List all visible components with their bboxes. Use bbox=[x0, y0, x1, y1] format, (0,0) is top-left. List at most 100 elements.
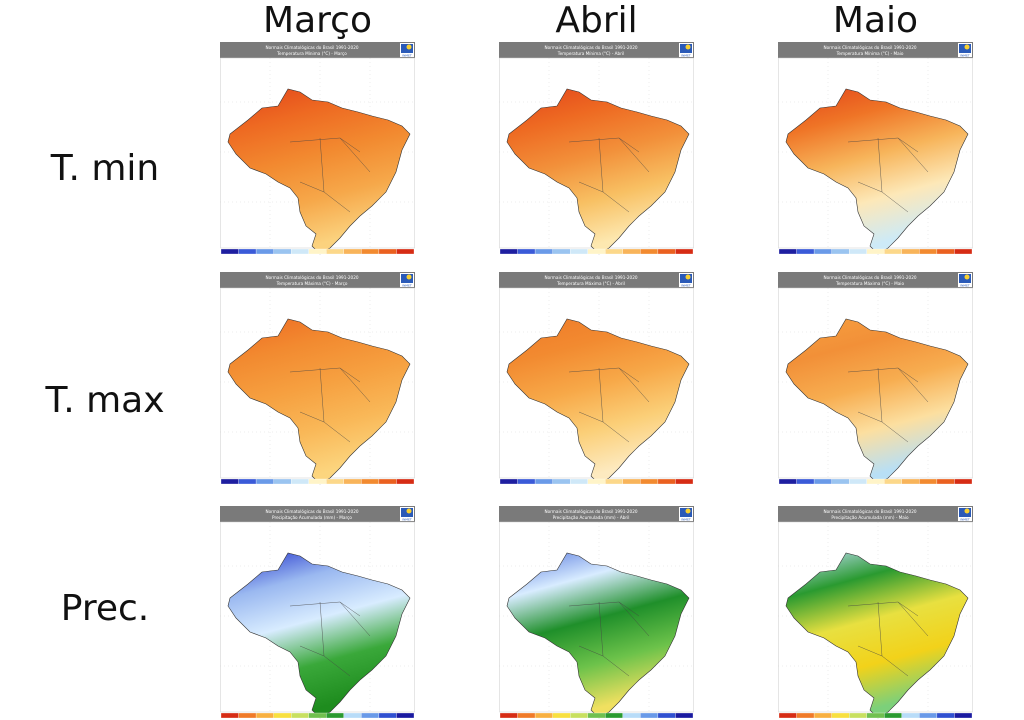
map-subtitle: Precipitação Acumulada (mm) - Abril bbox=[553, 515, 630, 520]
inmet-logo-icon: INMET bbox=[400, 507, 414, 522]
map-figure: Normais Climatológicas do Brasil 1991-20… bbox=[778, 42, 973, 255]
map-header-bar bbox=[220, 272, 415, 288]
colorbar-swatch bbox=[308, 478, 327, 485]
colorbar-legend bbox=[499, 478, 694, 485]
colorbar-swatch bbox=[901, 712, 920, 719]
logo-text: INMET bbox=[960, 54, 970, 58]
colorbar-swatch bbox=[517, 712, 536, 719]
map-subtitle: Precipitação Acumulada (mm) - Maio bbox=[831, 515, 909, 520]
map-panel-prec-maio: Normais Climatológicas do Brasil 1991-20… bbox=[778, 506, 973, 720]
colorbar-swatch bbox=[901, 248, 920, 255]
map-panel-t-max-abril: Normais Climatológicas do Brasil 1991-20… bbox=[499, 272, 694, 486]
colorbar-swatch bbox=[378, 712, 397, 719]
colorbar-swatch bbox=[499, 478, 518, 485]
map-subtitle: Precipitação Acumulada (mm) - Março bbox=[272, 515, 352, 520]
colorbar-swatch bbox=[605, 478, 623, 485]
colorbar-legend bbox=[778, 248, 973, 255]
colorbar-swatch bbox=[378, 478, 397, 485]
brazil-map bbox=[506, 88, 690, 255]
colorbar-swatch bbox=[657, 712, 676, 719]
map-figure: Normais Climatológicas do Brasil 1991-20… bbox=[220, 506, 415, 719]
colorbar-swatch bbox=[936, 478, 955, 485]
colorbar-swatch bbox=[378, 248, 397, 255]
colorbar-legend bbox=[778, 478, 973, 485]
colorbar-swatch bbox=[587, 478, 606, 485]
map-panel-prec-abril: Normais Climatológicas do Brasil 1991-20… bbox=[499, 506, 694, 720]
colorbar-swatch bbox=[552, 248, 571, 255]
colorbar-swatch bbox=[778, 478, 797, 485]
colorbar-swatch bbox=[273, 478, 292, 485]
colorbar-swatch bbox=[919, 248, 938, 255]
brazil-map bbox=[785, 88, 969, 255]
colorbar-swatch bbox=[919, 478, 938, 485]
colorbar-swatch bbox=[640, 248, 659, 255]
colorbar-swatch bbox=[238, 478, 257, 485]
colorbar-swatch bbox=[396, 248, 415, 255]
map-subtitle: Temperatura Mínima (°C) - Abril bbox=[557, 51, 625, 56]
map-header-bar bbox=[778, 506, 973, 522]
colorbar-swatch bbox=[273, 248, 292, 255]
map-header-bar bbox=[499, 272, 694, 288]
inmet-logo-icon: INMET bbox=[400, 273, 414, 288]
map-figure: Normais Climatológicas do Brasil 1991-20… bbox=[499, 42, 694, 255]
colorbar-swatch bbox=[675, 712, 694, 719]
column-title-marco: Março bbox=[263, 0, 372, 41]
colorbar-swatch bbox=[570, 712, 588, 719]
colorbar-swatch bbox=[605, 712, 623, 719]
colorbar-swatch bbox=[849, 712, 867, 719]
logo-text: INMET bbox=[960, 518, 970, 522]
colorbar-swatch bbox=[308, 712, 327, 719]
map-figure: Normais Climatológicas do Brasil 1991-20… bbox=[778, 272, 973, 485]
colorbar-swatch bbox=[499, 712, 518, 719]
colorbar-swatch bbox=[343, 712, 362, 719]
colorbar-swatch bbox=[587, 712, 606, 719]
map-subtitle: Temperatura Máxima (°C) - Abril bbox=[556, 281, 625, 286]
map-header-bar bbox=[220, 42, 415, 58]
colorbar-swatch bbox=[919, 712, 938, 719]
map-header-title: Normais Climatológicas do Brasil 1991-20… bbox=[823, 275, 916, 280]
map-panel-t-max-marco: Normais Climatológicas do Brasil 1991-20… bbox=[220, 272, 415, 486]
colorbar-swatch bbox=[534, 712, 553, 719]
map-header-title: Normais Climatológicas do Brasil 1991-20… bbox=[544, 45, 637, 50]
column-title-maio: Maio bbox=[832, 0, 919, 41]
colorbar-swatch bbox=[675, 248, 694, 255]
map-figure: Normais Climatológicas do Brasil 1991-20… bbox=[220, 42, 415, 255]
map-header-bar bbox=[220, 506, 415, 522]
colorbar-swatch bbox=[517, 248, 536, 255]
colorbar-legend bbox=[499, 712, 694, 719]
colorbar-swatch bbox=[570, 248, 588, 255]
map-subtitle: Temperatura Máxima (°C) - Março bbox=[276, 281, 348, 286]
inmet-logo-icon: INMET bbox=[958, 43, 972, 58]
map-header-title: Normais Climatológicas do Brasil 1991-20… bbox=[544, 275, 637, 280]
colorbar-swatch bbox=[326, 248, 344, 255]
colorbar-swatch bbox=[936, 712, 955, 719]
logo-text: INMET bbox=[681, 54, 691, 58]
colorbar-swatch bbox=[220, 712, 239, 719]
map-subtitle: Temperatura Mínima (°C) - Maio bbox=[836, 51, 904, 56]
colorbar-swatch bbox=[622, 712, 641, 719]
map-header-title: Normais Climatológicas do Brasil 1991-20… bbox=[265, 275, 358, 280]
map-header-title: Normais Climatológicas do Brasil 1991-20… bbox=[265, 45, 358, 50]
colorbar-swatch bbox=[831, 712, 850, 719]
map-panel-prec-marco: Normais Climatológicas do Brasil 1991-20… bbox=[220, 506, 415, 720]
colorbar-swatch bbox=[255, 248, 274, 255]
colorbar-swatch bbox=[796, 712, 815, 719]
colorbar-swatch bbox=[326, 712, 344, 719]
map-figure: Normais Climatológicas do Brasil 1991-20… bbox=[778, 506, 973, 719]
map-panel-t-min-abril: Normais Climatológicas do Brasil 1991-20… bbox=[499, 42, 694, 256]
colorbar-swatch bbox=[396, 712, 415, 719]
map-subtitle: Temperatura Mínima (°C) - Março bbox=[276, 51, 347, 56]
column-title-abril: Abril bbox=[555, 0, 638, 41]
map-panel-t-min-maio: Normais Climatológicas do Brasil 1991-20… bbox=[778, 42, 973, 256]
colorbar-swatch bbox=[570, 478, 588, 485]
map-subtitle: Temperatura Máxima (°C) - Maio bbox=[835, 281, 905, 286]
colorbar-swatch bbox=[605, 248, 623, 255]
colorbar-swatch bbox=[343, 478, 362, 485]
colorbar-swatch bbox=[343, 248, 362, 255]
inmet-logo-icon: INMET bbox=[958, 507, 972, 522]
colorbar-swatch bbox=[361, 248, 380, 255]
colorbar-swatch bbox=[849, 478, 867, 485]
colorbar-swatch bbox=[796, 478, 815, 485]
colorbar-swatch bbox=[866, 478, 885, 485]
colorbar-swatch bbox=[675, 478, 694, 485]
